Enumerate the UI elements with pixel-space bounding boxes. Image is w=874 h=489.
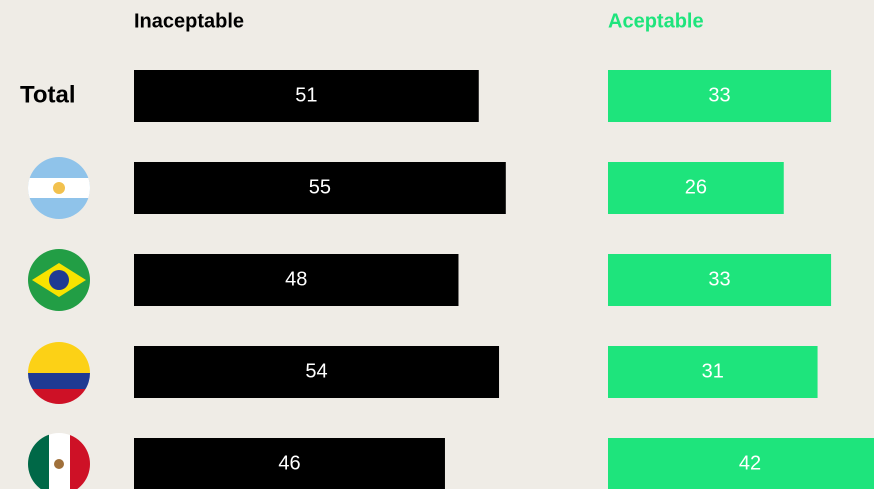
bar	[608, 254, 832, 306]
bar	[134, 162, 506, 214]
bar	[608, 438, 874, 489]
value-label: 33	[708, 84, 730, 106]
value-label: 46	[278, 452, 300, 474]
category-label: Total	[20, 81, 76, 108]
bar	[134, 438, 445, 489]
value-label: 31	[702, 360, 724, 382]
value-label: 33	[708, 268, 730, 290]
series-header: Inaceptable	[134, 10, 244, 32]
bar	[134, 70, 479, 122]
flag-mexico	[28, 433, 90, 489]
flag-argentina	[28, 157, 90, 219]
value-label: 48	[285, 268, 307, 290]
bar	[134, 254, 459, 306]
bar	[608, 346, 818, 398]
value-label: 55	[309, 176, 331, 198]
series-header: Aceptable	[608, 10, 704, 32]
value-label: 54	[305, 360, 327, 382]
bar	[134, 346, 500, 398]
value-label: 51	[295, 84, 317, 106]
value-label: 26	[685, 176, 707, 198]
flag-colombia	[28, 342, 90, 404]
flag-brazil	[28, 249, 90, 311]
bar	[608, 162, 784, 214]
value-label: 42	[739, 452, 761, 474]
bar	[608, 70, 832, 122]
